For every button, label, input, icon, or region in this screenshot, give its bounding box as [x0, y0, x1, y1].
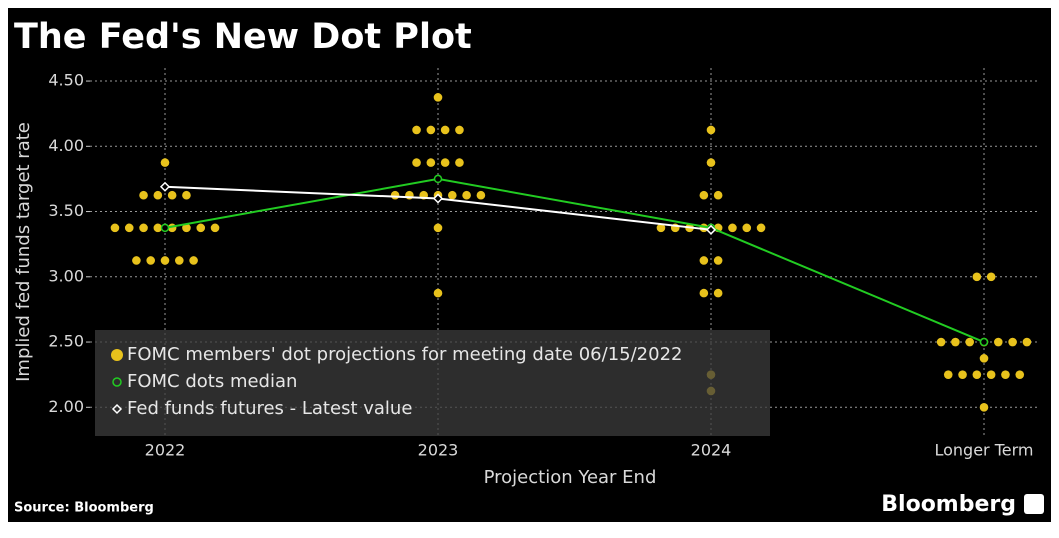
dot: [440, 125, 450, 135]
legend-label: FOMC members' dot projections for meetin…: [127, 344, 682, 365]
dot: [1015, 370, 1025, 379]
dot: [986, 272, 996, 282]
dot: [656, 223, 666, 233]
dot: [433, 93, 443, 102]
median-marker: [433, 174, 443, 184]
dot: [462, 190, 471, 200]
dot: [936, 337, 946, 347]
dot: [713, 190, 723, 200]
dot: [986, 370, 996, 379]
background: [8, 8, 1051, 522]
y-tick-label: 3.50: [48, 201, 84, 220]
y-tick-label: 3.00: [48, 266, 84, 285]
dot: [756, 223, 766, 233]
dot: [713, 288, 723, 298]
legend-label: FOMC dots median: [127, 371, 297, 392]
chart-title: The Fed's New Dot Plot: [14, 17, 472, 57]
dot: [153, 223, 163, 233]
dot: [476, 190, 486, 200]
dot: [412, 125, 421, 135]
dot: [412, 158, 421, 167]
futures-marker: [705, 224, 717, 235]
dot: [699, 256, 709, 265]
y-tick-label: 4.00: [48, 136, 84, 155]
dot: [182, 223, 191, 233]
dot: [455, 158, 464, 167]
dot: [124, 223, 134, 233]
x-tick-label: Longer Term: [934, 441, 1033, 460]
legend-marker: [112, 377, 122, 387]
dot: [110, 223, 120, 233]
x-axis-label: Projection Year End: [484, 467, 657, 488]
x-tick-label: 2023: [418, 441, 459, 460]
legend-box: [95, 330, 770, 436]
y-tick-label: 2.50: [48, 332, 84, 351]
dot: [433, 223, 443, 233]
dot: [994, 337, 1003, 347]
dot: [728, 223, 737, 233]
dot: [1001, 370, 1010, 379]
dot: [196, 223, 206, 233]
dot: [448, 190, 457, 200]
dot: [210, 223, 220, 233]
dot: [160, 256, 170, 265]
y-tick-label: 4.50: [48, 71, 84, 90]
median-marker: [979, 337, 989, 347]
dot: [1008, 337, 1017, 347]
dot: [699, 288, 709, 298]
dot: [951, 337, 960, 347]
dot: [943, 370, 953, 379]
dot: [160, 158, 170, 167]
futures-marker: [432, 193, 444, 204]
source: Source: Bloomberg: [14, 501, 154, 516]
dot: [426, 158, 436, 167]
dot: [742, 223, 752, 233]
dot: [426, 125, 436, 135]
dot: [189, 256, 198, 265]
x-tick-label: 2024: [691, 441, 732, 460]
y-tick-label: 2.00: [48, 397, 84, 416]
dot: [706, 125, 716, 135]
dot: [713, 256, 723, 265]
dot: [706, 158, 716, 167]
dot: [175, 256, 184, 265]
brand: Bloomberg: [881, 492, 1016, 517]
dot: [139, 190, 148, 200]
dot: [390, 190, 400, 200]
dot: [972, 272, 982, 282]
legend-marker: [111, 349, 123, 361]
dot: [132, 256, 141, 265]
legend-marker: [111, 403, 123, 415]
median-marker: [160, 223, 170, 233]
dot: [699, 190, 709, 200]
dot: [153, 190, 163, 200]
brand-icon: [1024, 494, 1044, 514]
dot: [958, 370, 967, 379]
dot: [167, 190, 177, 200]
dot: [972, 370, 982, 379]
dot: [1022, 337, 1032, 347]
series-line: [164, 177, 985, 343]
x-tick-label: 2022: [145, 441, 186, 460]
dot: [979, 402, 989, 412]
dot: [146, 256, 155, 265]
dot: [965, 337, 974, 347]
dot: [440, 158, 450, 167]
futures-marker: [159, 181, 171, 192]
dot: [433, 288, 443, 298]
dot: [139, 223, 148, 233]
y-axis-label: Implied fed funds target rate: [13, 122, 34, 382]
legend-label: Fed funds futures - Latest value: [127, 398, 412, 419]
dot: [979, 354, 989, 363]
dot: [455, 125, 464, 135]
dot: [182, 190, 191, 200]
